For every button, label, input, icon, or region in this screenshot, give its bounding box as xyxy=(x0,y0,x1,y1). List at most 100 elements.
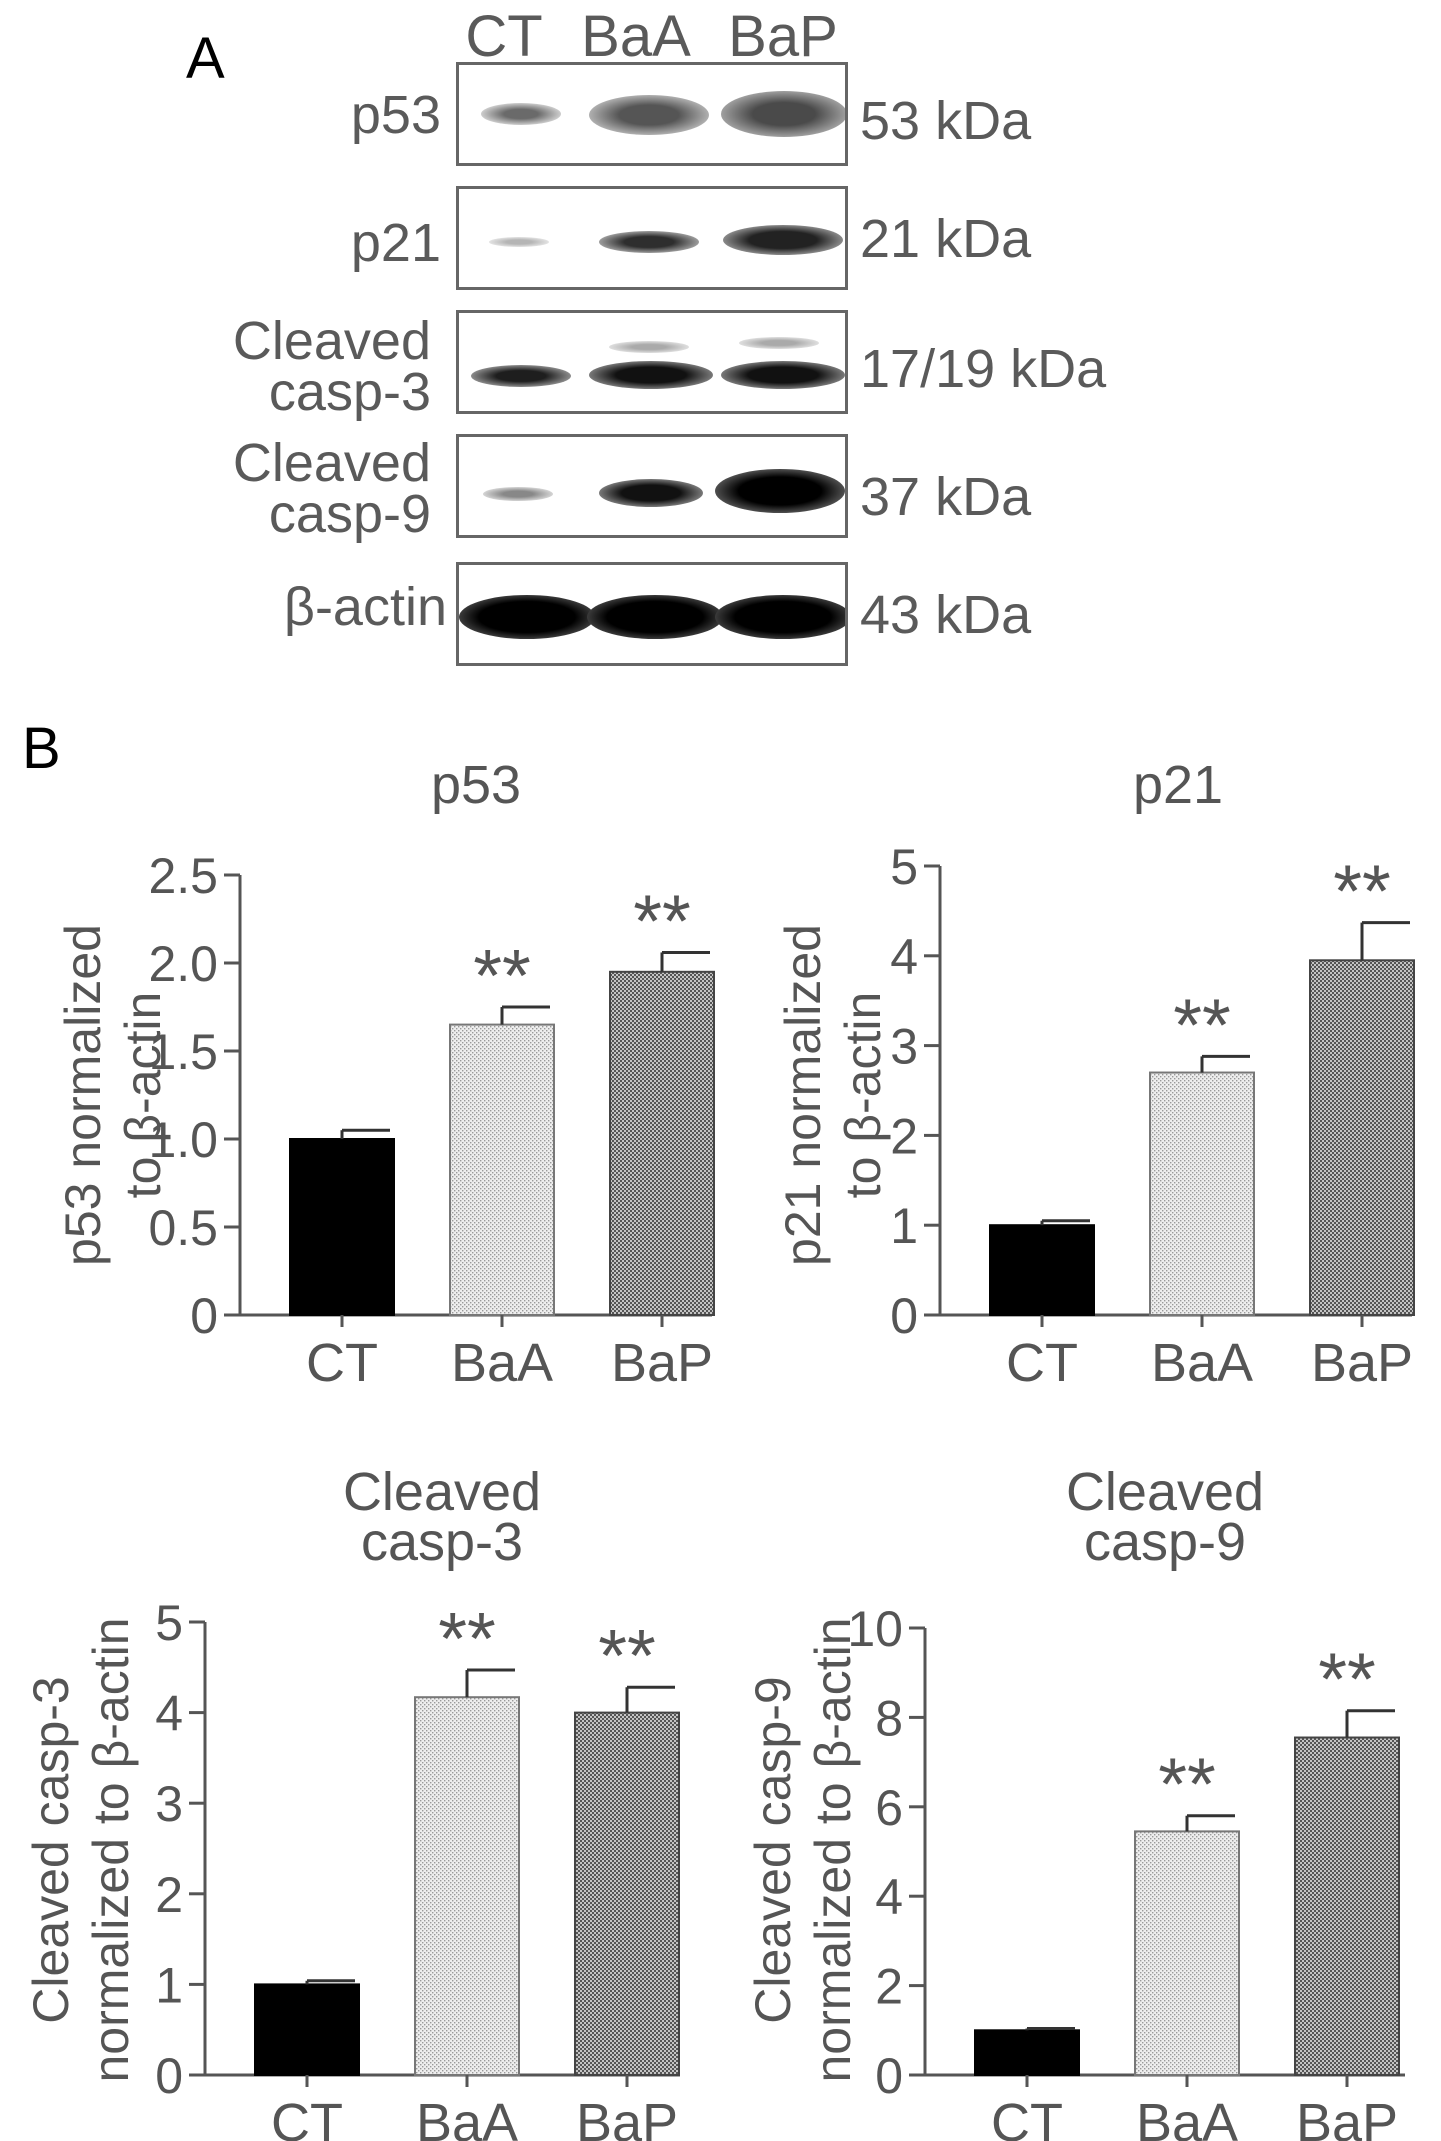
chart-1-ylabel: p53 normalized xyxy=(55,924,111,1266)
chart-4-bar-bap xyxy=(1294,1736,1400,2076)
chart-1-y-tick-label: 0 xyxy=(190,1288,218,1344)
band-actin-ct xyxy=(459,595,595,639)
chart-1-y-tick-label: 0.5 xyxy=(148,1200,218,1256)
chart-3-x-tick-label: BaP xyxy=(576,2093,678,2141)
chart-3-bar-baa xyxy=(414,1696,520,2076)
chart-4-significance-marker: ** xyxy=(1158,1743,1216,1826)
chart-2-bar-baa xyxy=(1149,1071,1255,1317)
chart-1-y-tick-label: 1.0 xyxy=(148,1112,218,1168)
blot-p21 xyxy=(456,186,848,290)
chart-3-bar-bap xyxy=(574,1711,680,2076)
chart-3-title: Cleaved xyxy=(343,1462,541,1522)
blot-casp3 xyxy=(456,310,848,414)
chart-3-title: casp-3 xyxy=(361,1512,523,1572)
chart-1-y-tick-label: 2.0 xyxy=(148,936,218,992)
chart-2-title: p21 xyxy=(1133,755,1223,815)
blot-p53 xyxy=(456,62,848,166)
band-p53-baa xyxy=(589,95,709,135)
chart-1-y-tick-label: 2.5 xyxy=(148,848,218,904)
band-actin-bap xyxy=(715,595,845,639)
chart-1-bar-ct xyxy=(289,1138,395,1316)
chart-1-x-tick-label: BaA xyxy=(451,1333,553,1393)
mw-actin: 43 kDa xyxy=(860,585,1032,645)
chart-1-ylabel: to β-actin xyxy=(115,992,171,1199)
band-casp9-bap xyxy=(715,469,845,513)
band-p21-ct xyxy=(489,237,549,247)
band-actin-baa xyxy=(587,595,723,639)
chart-2-y-tick-label: 2 xyxy=(890,1108,918,1164)
band-casp3-bap xyxy=(721,361,845,389)
lane-label-baa: BaA xyxy=(581,4,691,69)
band-casp3-bap-upper xyxy=(739,337,819,349)
chart-3-bar-ct xyxy=(254,1983,360,2077)
chart-3-ylabel: normalized to β-actin xyxy=(83,1617,139,2082)
blot-casp9 xyxy=(456,434,848,538)
chart-3-ylabel: Cleaved casp-3 xyxy=(23,1676,79,2023)
chart-1-bar-baa xyxy=(449,1023,555,1316)
chart-3-x-tick-label: BaA xyxy=(416,2093,518,2141)
band-p21-bap xyxy=(723,225,843,255)
chart-3-y-tick-label: 1 xyxy=(155,1957,183,2013)
chart-3-significance-marker: ** xyxy=(598,1614,656,1697)
chart-4-y-tick-label: 2 xyxy=(875,1959,903,2015)
chart-3-significance-marker: ** xyxy=(438,1597,496,1680)
chart-4-y-tick-label: 4 xyxy=(875,1869,903,1925)
band-p53-ct xyxy=(481,103,561,125)
blot-label-casp9: Cleaved casp-9 xyxy=(232,433,431,545)
chart-1-significance-marker: ** xyxy=(633,879,691,962)
chart-4-x-tick-label: BaP xyxy=(1296,2093,1398,2141)
chart-3-y-tick-label: 0 xyxy=(155,2048,183,2104)
chart-3-x-tick-label: CT xyxy=(271,2093,343,2141)
chart-4-significance-marker: ** xyxy=(1318,1638,1376,1721)
chart-2-significance-marker: ** xyxy=(1173,983,1231,1066)
chart-1-significance-marker: ** xyxy=(473,934,531,1017)
chart-4-x-tick-label: BaA xyxy=(1136,2093,1238,2141)
chart-2-y-tick-label: 0 xyxy=(890,1288,918,1344)
chart-2-bar-ct xyxy=(989,1224,1095,1316)
blot-label-actin: β-actin xyxy=(283,577,447,637)
chart-1-y-tick-label: 1.5 xyxy=(148,1024,218,1080)
blot-label-p21: p21 xyxy=(350,213,441,273)
chart-4-y-tick-label: 10 xyxy=(847,1601,903,1657)
band-p53-bap xyxy=(721,91,845,137)
chart-1-x-tick-label: CT xyxy=(306,1333,378,1393)
chart-4-title: Cleaved xyxy=(1066,1462,1264,1522)
band-casp3-baa xyxy=(589,361,713,389)
lane-label-ct: CT xyxy=(465,4,543,69)
lane-label-bap: BaP xyxy=(728,4,838,69)
band-casp3-baa-upper xyxy=(609,341,689,353)
mw-p53: 53 kDa xyxy=(860,91,1032,151)
chart-2-bar-bap xyxy=(1309,959,1415,1316)
chart-2-y-tick-label: 3 xyxy=(890,1019,918,1075)
chart-3-y-tick-label: 2 xyxy=(155,1867,183,1923)
chart-3-y-tick-label: 4 xyxy=(155,1686,183,1742)
chart-3-y-tick-label: 3 xyxy=(155,1776,183,1832)
chart-4-title: casp-9 xyxy=(1084,1512,1246,1572)
mw-casp3: 17/19 kDa xyxy=(860,339,1107,399)
band-p21-baa xyxy=(599,231,699,253)
chart-4-bar-baa xyxy=(1134,1830,1240,2077)
chart-2-ylabel: to β-actin xyxy=(835,992,891,1199)
chart-1-title: p53 xyxy=(431,755,521,815)
chart-4-bar-ct xyxy=(974,2029,1080,2077)
panel-b-label: B xyxy=(22,716,61,781)
chart-2-y-tick-label: 1 xyxy=(890,1198,918,1254)
band-casp9-ct xyxy=(483,487,553,501)
band-casp3-ct xyxy=(471,365,571,387)
chart-4-y-tick-label: 0 xyxy=(875,2048,903,2104)
panel-a-label: A xyxy=(186,26,225,91)
chart-4-y-tick-label: 8 xyxy=(875,1690,903,1746)
chart-2-ylabel: p21 normalized xyxy=(775,924,831,1266)
blot-actin xyxy=(456,562,848,666)
chart-4-ylabel: normalized to β-actin xyxy=(805,1617,861,2082)
band-casp9-baa xyxy=(599,479,703,507)
chart-2-x-tick-label: BaA xyxy=(1151,1333,1253,1393)
chart-4-x-tick-label: CT xyxy=(991,2093,1063,2141)
chart-2-y-tick-label: 5 xyxy=(890,839,918,895)
chart-4-y-tick-label: 6 xyxy=(875,1780,903,1836)
chart-2-significance-marker: ** xyxy=(1333,850,1391,933)
chart-2-x-tick-label: CT xyxy=(1006,1333,1078,1393)
chart-2-y-tick-label: 4 xyxy=(890,929,918,985)
blot-label-casp3: Cleaved casp-3 xyxy=(232,311,431,423)
chart-2-x-tick-label: BaP xyxy=(1311,1333,1413,1393)
